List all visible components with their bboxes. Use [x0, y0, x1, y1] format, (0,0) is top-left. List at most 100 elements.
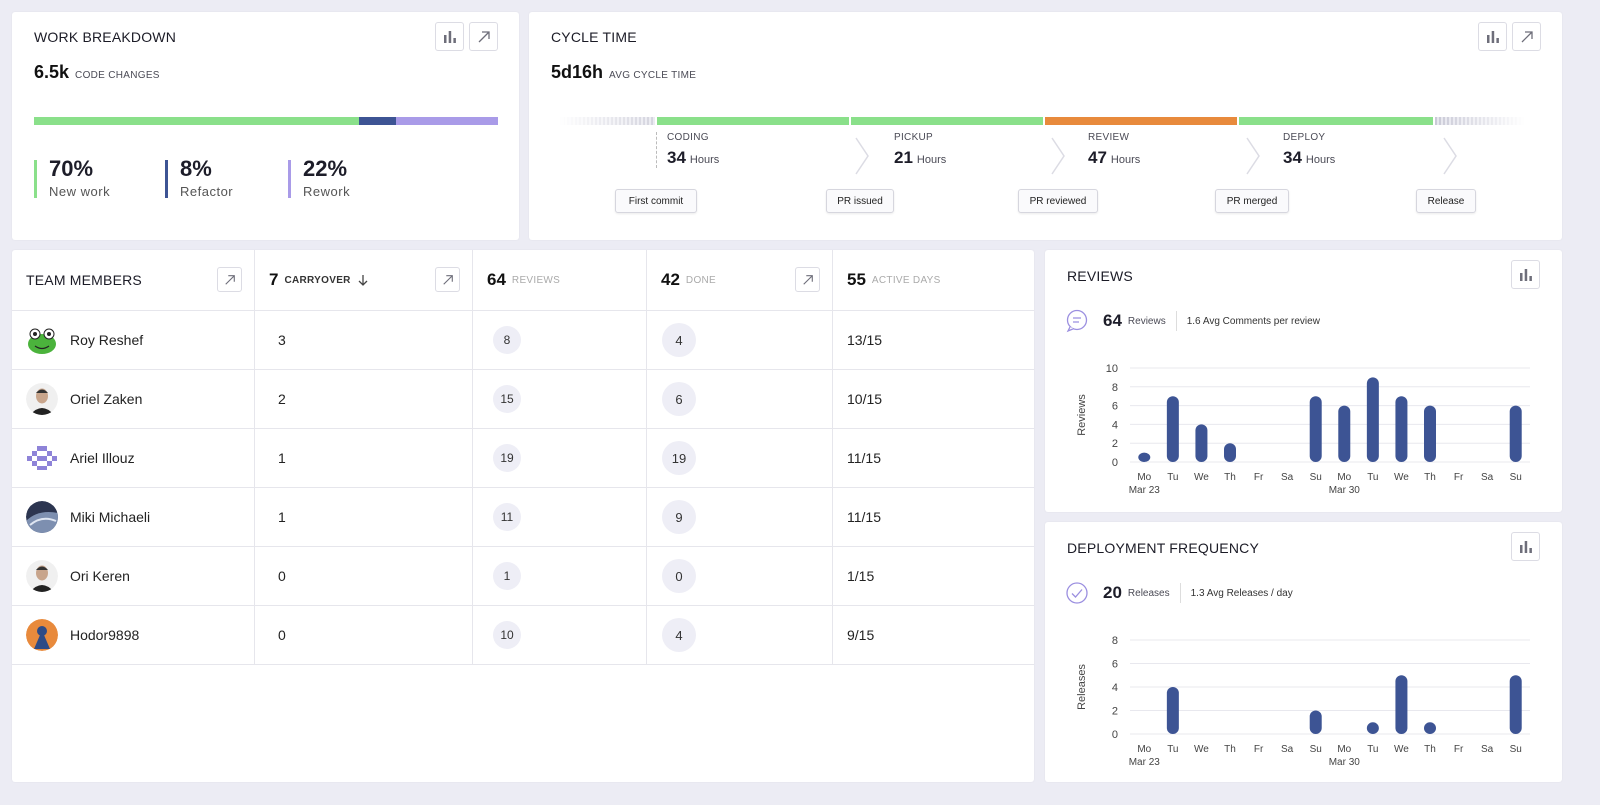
table-row[interactable]: Ariel Illouz 1 19 19 11/15 [12, 428, 1034, 487]
reviews-bar [1509, 405, 1522, 462]
new-work-segment [34, 117, 359, 125]
new-work-label: New work [49, 184, 111, 199]
deploy-stage: DEPLOY 34 Hours [1283, 132, 1335, 168]
releases-bar [1395, 675, 1408, 734]
member-name[interactable]: Roy Reshef [70, 332, 144, 348]
table-row[interactable]: Roy Reshef 3 8 4 13/15 [12, 310, 1034, 369]
x-tick-label: Th [1224, 472, 1236, 483]
x-tick-label: Th [1424, 744, 1436, 755]
carryover-value: 2 [278, 391, 286, 407]
expand-arrow-icon[interactable] [469, 22, 498, 51]
reviews-title: REVIEWS [1067, 268, 1133, 284]
refactor-pct: 8% [180, 156, 212, 181]
x-tick-label: Fr [1254, 744, 1264, 755]
coding-stage-name: CODING [667, 132, 709, 143]
done-header: 42 DONE [647, 250, 833, 310]
new-work-pct: 70% [49, 156, 94, 181]
done-cell: 19 [647, 429, 833, 487]
reviews-bar [1366, 377, 1379, 462]
releases-bar [1366, 722, 1379, 734]
avg-cycle-time-value: 5d16h [551, 62, 604, 82]
reviews-bar [1195, 424, 1208, 462]
member-name[interactable]: Ariel Illouz [70, 450, 135, 466]
carryover-total: 7 [269, 270, 279, 289]
cycle-track-end [1435, 117, 1525, 125]
table-row[interactable]: Hodor9898 0 10 4 9/15 [12, 605, 1034, 664]
y-tick-label: 2 [1112, 706, 1118, 718]
table-row[interactable]: Oriel Zaken 2 15 6 10/15 [12, 369, 1034, 428]
y-tick-label: 2 [1112, 438, 1118, 450]
releases-bar [1509, 675, 1522, 734]
reviews-cell: 19 [473, 429, 647, 487]
member-name[interactable]: Hodor9898 [70, 627, 140, 643]
carryover-value: 0 [278, 627, 286, 643]
avatar [26, 501, 58, 533]
x-tick-label: Mo [1137, 744, 1151, 755]
reviews-value: 19 [493, 444, 521, 472]
bar-chart-icon[interactable] [1511, 260, 1540, 289]
expand-arrow-icon[interactable] [1512, 22, 1541, 51]
avatar [26, 383, 58, 415]
bar-chart-icon[interactable] [1511, 532, 1540, 561]
y-axis-label: Reviews [1076, 394, 1088, 436]
x-tick-label: Tu [1367, 472, 1378, 483]
pickup-stage-value: 21 [894, 148, 913, 167]
active-days-cell: 9/15 [833, 606, 1034, 664]
done-value: 19 [662, 441, 696, 475]
y-tick-label: 0 [1112, 457, 1118, 469]
x-tick-label: Tu [1167, 744, 1178, 755]
expand-arrow-icon[interactable] [435, 267, 460, 292]
y-tick-label: 4 [1112, 419, 1118, 431]
member-cell: Ori Keren [12, 547, 255, 605]
expand-arrow-icon[interactable] [217, 267, 242, 292]
reviews-cell: 10 [473, 606, 647, 664]
bar-chart-icon[interactable] [1478, 22, 1507, 51]
chevron-right-icon [855, 137, 869, 175]
table-row[interactable]: Ori Keren 0 1 0 1/15 [12, 546, 1034, 605]
member-cell: Hodor9898 [12, 606, 255, 664]
reviews-value: 11 [493, 503, 521, 531]
x-tick-label: We [1194, 744, 1209, 755]
carryover-cell: 0 [255, 606, 473, 664]
coding-stage: CODING 34 Hours [667, 132, 719, 168]
table-row[interactable]: Miki Michaeli 1 11 9 11/15 [12, 487, 1034, 546]
member-name[interactable]: Miki Michaeli [70, 509, 151, 525]
deploy-stage-name: DEPLOY [1283, 132, 1326, 143]
reviews-count-label: Reviews [1127, 315, 1166, 327]
code-changes-label: CODE CHANGES [75, 70, 160, 81]
pickup-stage: PICKUP 21 Hours [894, 132, 946, 168]
avatar [26, 442, 58, 474]
member-name[interactable]: Ori Keren [70, 568, 130, 584]
done-cell: 9 [647, 488, 833, 546]
y-tick-label: 8 [1112, 635, 1118, 647]
carryover-cell: 3 [255, 311, 473, 369]
reviews-avg: 1.6 Avg Comments per review [1186, 315, 1320, 327]
sort-down-icon[interactable] [357, 274, 369, 286]
carryover-cell: 1 [255, 488, 473, 546]
bar-chart-icon[interactable] [435, 22, 464, 51]
reviews-bar [1395, 396, 1408, 462]
reviews-label: REVIEWS [511, 274, 561, 286]
chevron-right-icon [1246, 137, 1260, 175]
carryover-cell: 1 [255, 429, 473, 487]
carryover-header[interactable]: 7 CARRYOVER [255, 250, 473, 310]
code-changes-stat: 6.5k CODE CHANGES [34, 62, 160, 83]
work-breakdown-bar [34, 117, 498, 125]
event-pr-merged: PR merged [1215, 189, 1289, 213]
active-days-header: 55 ACTIVE DAYS [833, 250, 1034, 310]
done-value: 4 [662, 618, 696, 652]
releases-count: 20 [1103, 583, 1122, 602]
reviews-cell: 15 [473, 370, 647, 428]
expand-arrow-icon[interactable] [795, 267, 820, 292]
member-name[interactable]: Oriel Zaken [70, 391, 143, 407]
x-date-label: Mar 30 [1329, 757, 1361, 768]
reviews-value: 10 [493, 621, 521, 649]
refactor-stat: 8% Refactor [165, 156, 233, 199]
active-days-cell: 10/15 [833, 370, 1034, 428]
x-tick-label: Fr [1454, 472, 1464, 483]
coding-stage-value: 34 [667, 148, 686, 167]
active-days-total: 55 [847, 270, 866, 289]
active-days-value: 9/15 [847, 627, 875, 643]
y-tick-label: 4 [1112, 682, 1118, 694]
x-date-label: Mar 23 [1129, 757, 1161, 768]
